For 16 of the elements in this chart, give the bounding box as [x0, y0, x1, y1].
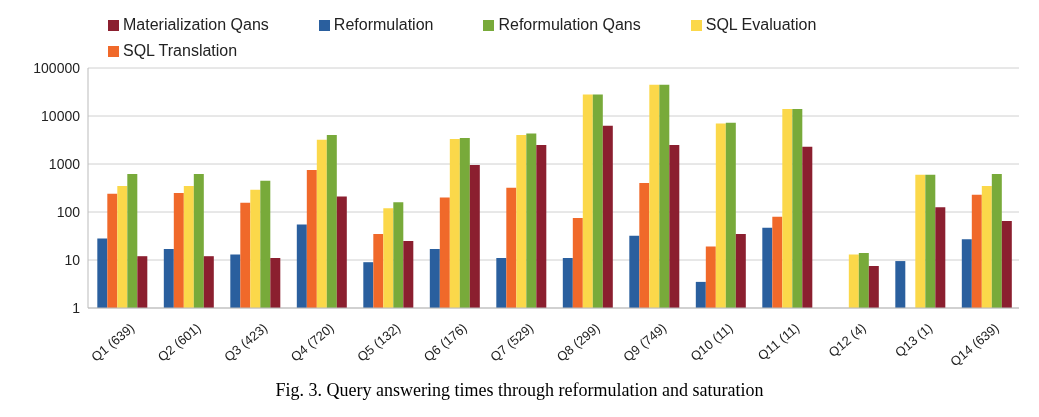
x-tick-label: Q10 (11)	[687, 320, 736, 365]
legend-label: Reformulation	[333, 16, 434, 33]
legend-label: Reformulation Qans	[498, 16, 641, 33]
y-tick-label: 100	[56, 203, 81, 220]
y-tick-label: 10000	[41, 107, 81, 124]
legend-label: SQL Translation	[123, 42, 238, 59]
y-tick-label: 1000	[48, 155, 81, 172]
caption: Fig. 3. Query answering times through reformulation and saturation	[274, 380, 765, 401]
x-tick-label: Q13 (1)	[891, 320, 936, 360]
legend-label: SQL Evaluation	[705, 16, 817, 33]
y-tick-label: 100000	[33, 59, 81, 76]
x-tick-label: Q12 (4)	[825, 320, 869, 360]
y-tick-label: 1	[72, 299, 81, 316]
legend-label: Materialization Qans	[123, 16, 269, 33]
y-tick-label: 10	[64, 251, 81, 268]
x-tick-label: Q11 (11)	[754, 320, 803, 364]
